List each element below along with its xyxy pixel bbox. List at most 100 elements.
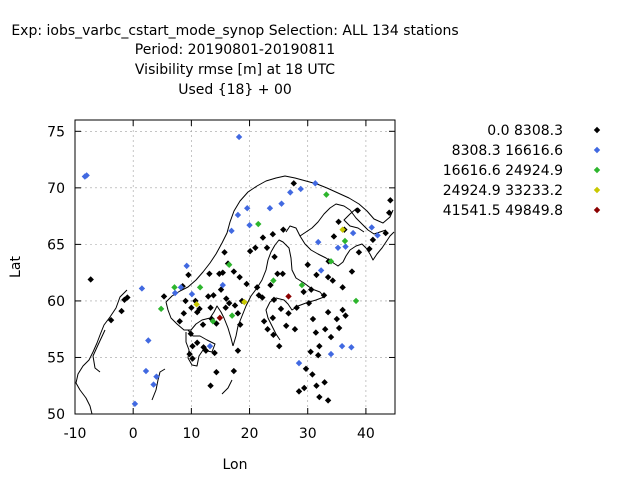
data-point [206,342,214,350]
y-tick-labels: 50 55 60 65 70 75 [47,124,65,423]
data-point [193,339,201,346]
data-point [145,337,152,344]
data-point [269,314,277,322]
data-point [324,397,332,404]
data-point [210,292,217,299]
data-point [213,368,220,376]
data-point [335,324,343,332]
plot-frame [74,119,396,415]
data-point [267,281,274,289]
data-point [317,267,325,274]
data-point [157,305,165,313]
data-point [260,318,268,325]
data-point [160,293,168,300]
data-point [196,305,203,313]
data-point [188,304,195,311]
data-point [387,197,394,204]
x-tick-label: 10 [182,426,200,442]
x-tick-label: 30 [299,426,317,442]
data-point [352,297,360,305]
data-point [333,315,341,323]
data-point [321,325,329,333]
data-point [230,268,238,275]
data-point [315,238,322,246]
data-point [241,298,248,306]
data-point [121,296,128,303]
data-point [309,371,316,378]
data-point [223,295,230,302]
data-point [329,277,336,284]
data-point [339,306,346,314]
data-point [270,331,277,339]
legend-label: 16616.6 24924.9 [443,163,563,179]
legend-label: 41541.5 49849.8 [443,203,563,219]
data-point [285,310,292,317]
y-axis-label: Lat [8,256,24,278]
data-point [313,271,320,279]
data-point [193,301,200,308]
data-point [287,189,294,196]
chart-titles: Exp: iobs_varbc_cstart_mode_synop Select… [11,23,458,98]
data-point [207,304,214,311]
y-tick-label: 70 [47,181,65,197]
data-point [374,232,381,239]
data-point [341,237,349,245]
legend-label: 8308.3 16616.6 [452,143,563,159]
data-point [320,292,328,299]
data-point [280,226,287,233]
data-point [324,309,332,316]
data-point [234,310,242,317]
data-point [205,293,212,300]
data-point [277,305,285,313]
data-point [176,318,183,325]
data-point [316,342,323,350]
data-point [269,231,277,238]
data-point [368,224,375,231]
legend-marker [593,146,601,154]
data-point [202,347,210,354]
data-point [348,268,356,275]
data-point [186,350,193,358]
data-point [382,229,389,237]
data-point [271,253,278,261]
data-point [297,185,304,193]
data-point [312,180,319,187]
data-point [206,270,213,277]
data-point [327,350,335,358]
data-point [237,321,244,328]
data-point [342,243,349,250]
data-point [291,325,299,333]
legend-marker [593,126,601,134]
data-point [209,318,217,325]
legend-marker [593,186,601,194]
data-point [349,229,357,237]
legend-label: 0.0 8308.3 [487,123,563,139]
data-point [279,270,286,277]
title-line-4: Used {18} + 00 [178,82,292,98]
data-point [308,286,315,293]
data-point [177,284,185,291]
data-point [118,307,125,315]
data-point [316,393,323,401]
data-point [270,296,278,303]
legend-marker [593,206,601,214]
data-point [276,342,283,350]
data-point [219,269,226,276]
data-point [180,310,187,317]
y-tick-label: 65 [47,237,65,253]
data-point [171,289,179,297]
data-point [243,280,250,288]
legend-marker [593,166,601,174]
data-point [263,244,271,251]
data-point [338,342,346,350]
data-point [312,329,320,336]
data-point [171,284,178,291]
data-point [216,314,224,322]
data-point [339,284,346,291]
data-point [246,247,254,255]
data-point [335,218,342,225]
data-point [225,299,233,307]
data-point [354,207,361,214]
data-point [283,322,290,329]
data-point [295,388,303,395]
